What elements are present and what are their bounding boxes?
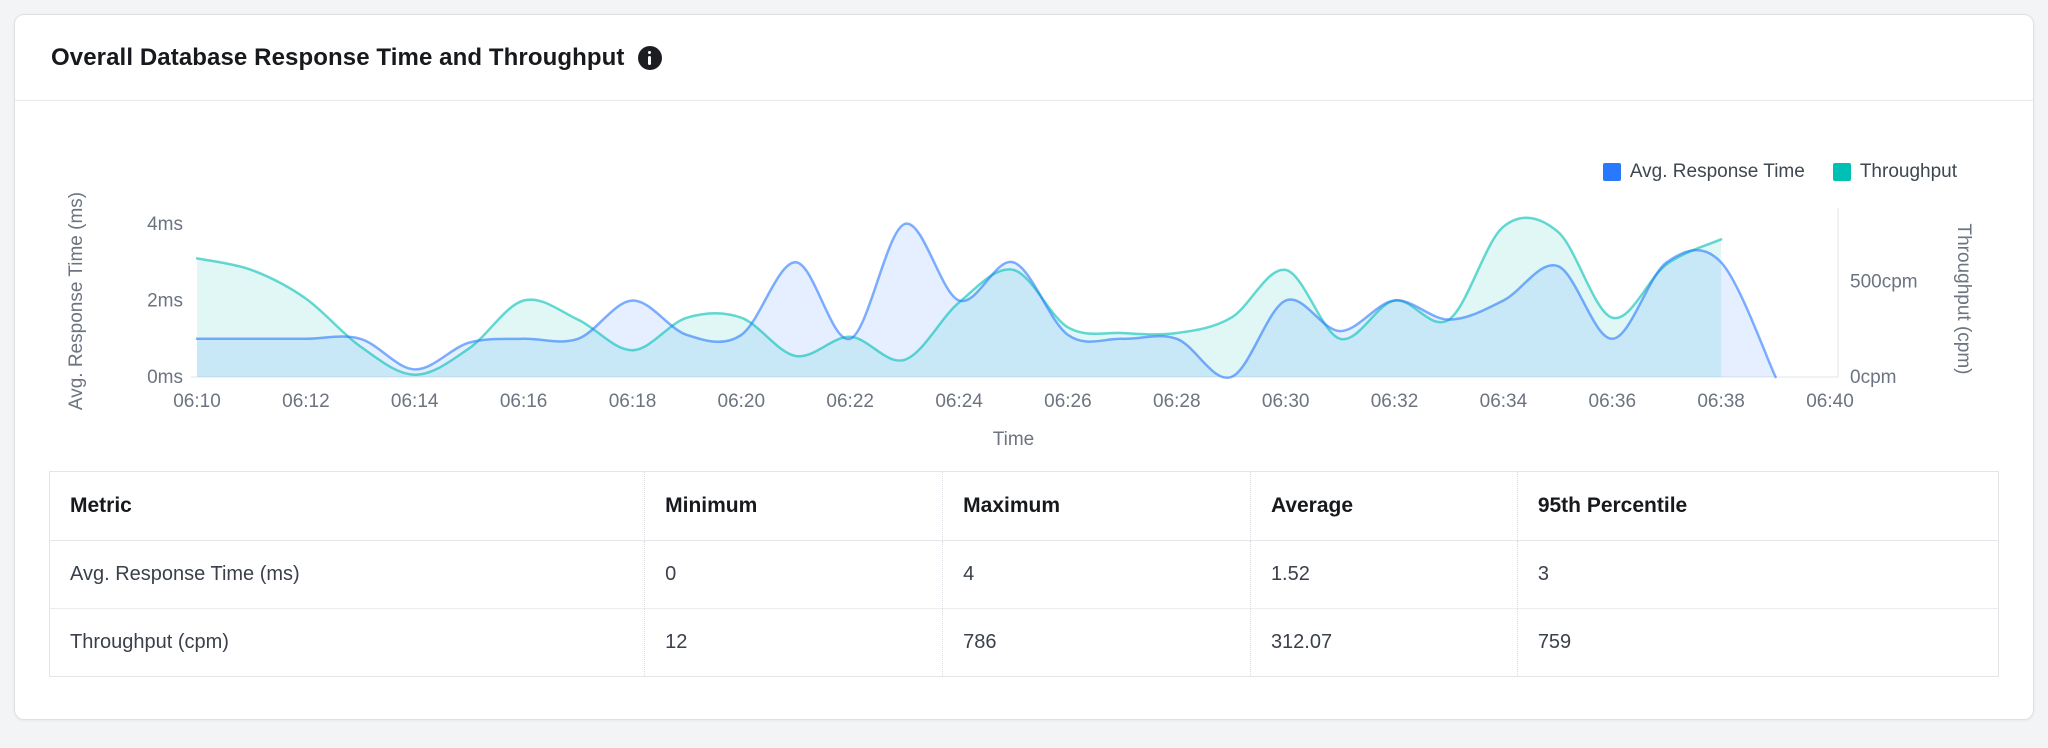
cell-maximum: 4	[942, 541, 1250, 609]
legend-swatch-throughput	[1832, 163, 1851, 181]
table-row-avg-response-time: Avg. Response Time (ms) 0 4 1.52 3	[50, 541, 1998, 609]
summary-table: Metric Minimum Maximum Average 95th Perc…	[49, 471, 1999, 677]
x-axis-title: Time	[992, 429, 1035, 450]
x-axis-tick-label: 06:18	[609, 391, 657, 412]
x-axis-tick-label: 06:40	[1806, 391, 1854, 412]
x-axis-tick-label: 06:10	[173, 391, 221, 412]
column-header-minimum: Minimum	[644, 472, 943, 541]
cell-minimum: 12	[644, 609, 942, 676]
cell-average: 312.07	[1249, 609, 1517, 676]
x-axis-tick-label: 06:22	[826, 391, 874, 412]
x-axis-tick-label: 06:38	[1697, 391, 1745, 412]
chart-card: Overall Database Response Time and Throu…	[14, 14, 2034, 720]
cell-minimum: 0	[644, 541, 943, 609]
cell-average: 1.52	[1249, 541, 1517, 609]
info-icon[interactable]	[637, 45, 662, 70]
table-row-throughput: Throughput (cpm) 12 786 312.07 759	[50, 609, 1998, 676]
series-line-throughput	[195, 216, 1723, 376]
left-axis-tick-label: 2ms	[147, 291, 183, 312]
legend-swatch-avg-response-time	[1602, 163, 1621, 181]
card-title: Overall Database Response Time and Throu…	[51, 43, 625, 71]
x-axis-tick-label: 06:16	[500, 391, 548, 412]
cell-maximum: 786	[942, 609, 1250, 676]
cell-metric: Avg. Response Time (ms)	[50, 541, 645, 609]
left-axis-tick-label: 0ms	[147, 367, 183, 388]
x-axis-tick-label: 06:20	[718, 391, 766, 412]
column-header-average: Average	[1249, 472, 1517, 541]
right-axis-tick-label: 500cpm	[1850, 271, 1918, 292]
legend-item-avg-response-time[interactable]: Avg. Response Time	[1602, 161, 1805, 183]
x-axis-tick-label: 06:30	[1262, 391, 1310, 412]
left-axis-tick-label: 4ms	[147, 214, 183, 235]
card-header: Overall Database Response Time and Throu…	[15, 15, 2033, 101]
series-line-avg-response-time	[195, 222, 1777, 379]
column-header-95th-percentile: 95th Percentile	[1516, 472, 1998, 541]
x-axis-tick-label: 06:14	[391, 391, 439, 412]
chart-area: Avg. Response Time Throughput Avg. Respon…	[15, 101, 2033, 461]
x-axis-tick-label: 06:26	[1044, 391, 1092, 412]
series-area-avg-response-time	[197, 223, 1776, 378]
chart-legend: Avg. Response Time Throughput	[1602, 161, 1957, 183]
series-area-throughput	[197, 217, 1722, 377]
cell-95th-percentile: 3	[1516, 541, 1998, 609]
x-axis-tick-label: 06:32	[1371, 391, 1419, 412]
legend-item-throughput[interactable]: Throughput	[1832, 161, 1957, 183]
summary-table-wrap: Metric Minimum Maximum Average 95th Perc…	[49, 471, 1999, 677]
right-axis-tick-label: 0cpm	[1850, 367, 1896, 388]
cell-metric: Throughput (cpm)	[70, 631, 229, 653]
x-axis-tick-label: 06:24	[935, 391, 983, 412]
x-axis-tick-label: 06:34	[1480, 391, 1528, 412]
x-axis-tick-label: 06:36	[1589, 391, 1637, 412]
column-header-metric: Metric	[50, 472, 645, 541]
x-axis-tick-label: 06:28	[1153, 391, 1201, 412]
legend-label: Avg. Response Time	[1629, 161, 1805, 182]
column-header-maximum: Maximum	[942, 472, 1250, 541]
cell-95th-percentile: 759	[1516, 609, 1998, 676]
table-header-row: Metric Minimum Maximum Average 95th Perc…	[50, 472, 1998, 541]
x-axis-tick-label: 06:12	[282, 391, 330, 412]
legend-label: Throughput	[1859, 161, 1957, 182]
timeseries-chart[interactable]: 0ms 2ms 4ms 0cpm 500cpm 06:10 06:12 06:14 06:16 0…	[15, 101, 2034, 461]
